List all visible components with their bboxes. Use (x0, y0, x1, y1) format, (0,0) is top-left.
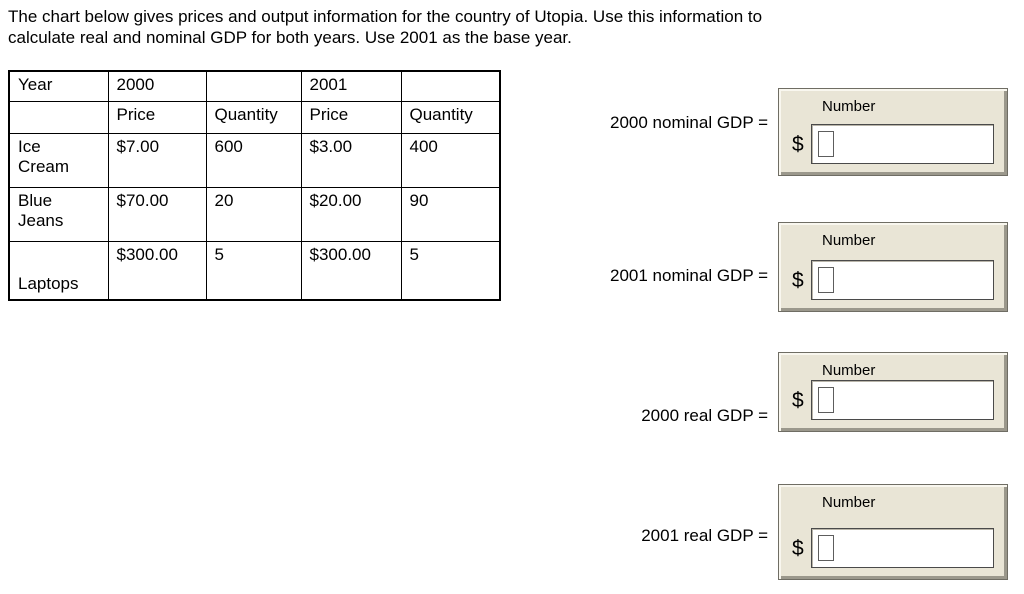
table-row-year: Year 2000 2001 (8, 70, 501, 102)
table-row-ice-cream: Ice Cream $7.00 600 $3.00 400 (8, 133, 501, 188)
input-2000-nominal-gdp[interactable] (810, 124, 994, 164)
label-2000-real-gdp: 2000 real GDP = (641, 406, 768, 425)
input-row: $ (792, 124, 994, 164)
dollar-sign: $ (792, 268, 804, 292)
number-field-label: Number (822, 98, 876, 115)
label-2001-real-gdp: 2001 real GDP = (641, 526, 768, 545)
cell-price-2000-header: Price (107, 101, 207, 134)
table-cell: 20 (205, 187, 302, 242)
table-cell: 400 (400, 133, 501, 188)
answer-box-2001-nominal-gdp: Number $ (778, 222, 1008, 312)
input-row: $ (792, 528, 994, 568)
cell-item-blue-jeans: Blue Jeans (8, 187, 109, 242)
input-row: $ (792, 380, 994, 420)
entry-cell (817, 387, 834, 413)
cell-item-ice-cream: Ice Cream (8, 133, 109, 188)
instructions: The chart below gives prices and output … (8, 6, 762, 48)
label-2000-nominal-gdp: 2000 nominal GDP = (610, 113, 768, 132)
cell-item-laptops: Laptops (8, 241, 109, 301)
input-2001-real-gdp[interactable] (810, 528, 994, 568)
table-cell (205, 70, 302, 102)
table-cell: $3.00 (300, 133, 402, 188)
table-row-headers: Price Quantity Price Quantity (8, 101, 501, 134)
table-cell: $70.00 (107, 187, 207, 242)
cell-quantity-2000-header: Quantity (205, 101, 302, 134)
cell-quantity-2001-header: Quantity (400, 101, 501, 134)
table-cell: $300.00 (107, 241, 207, 301)
gdp-table: Year 2000 2001 Price Quantity Price Quan… (8, 70, 501, 301)
number-field-label: Number (822, 232, 876, 249)
entry-cell (817, 535, 834, 561)
table-cell (8, 101, 109, 134)
input-2001-nominal-gdp[interactable] (810, 260, 994, 300)
answer-box-2001-real-gdp: Number $ (778, 484, 1008, 580)
answer-box-2000-nominal-gdp: Number $ (778, 88, 1008, 176)
entry-cell (817, 131, 834, 157)
table-cell (400, 70, 501, 102)
cell-year-2001: 2001 (300, 70, 402, 102)
instructions-line-2: calculate real and nominal GDP for both … (8, 28, 572, 47)
input-row: $ (792, 260, 994, 300)
number-field-label: Number (822, 362, 876, 379)
cell-year-label: Year (8, 70, 109, 102)
dollar-sign: $ (792, 388, 804, 412)
dollar-sign: $ (792, 536, 804, 560)
table-cell: 5 (205, 241, 302, 301)
dollar-sign: $ (792, 132, 804, 156)
table-row-laptops: Laptops $300.00 5 $300.00 5 (8, 241, 501, 301)
table-cell: 600 (205, 133, 302, 188)
instructions-line-1: The chart below gives prices and output … (8, 7, 763, 26)
entry-cell (817, 267, 834, 293)
table-cell: $20.00 (300, 187, 402, 242)
number-field-label: Number (822, 494, 876, 511)
cell-price-2001-header: Price (300, 101, 402, 134)
table-cell: $300.00 (300, 241, 402, 301)
table-cell: $7.00 (107, 133, 207, 188)
table-cell: 5 (400, 241, 501, 301)
table-row-blue-jeans: Blue Jeans $70.00 20 $20.00 90 (8, 187, 501, 242)
input-2000-real-gdp[interactable] (810, 380, 994, 420)
table-cell: 90 (400, 187, 501, 242)
label-2001-nominal-gdp: 2001 nominal GDP = (610, 266, 768, 285)
cell-year-2000: 2000 (107, 70, 207, 102)
answer-box-2000-real-gdp: Number $ (778, 352, 1008, 432)
